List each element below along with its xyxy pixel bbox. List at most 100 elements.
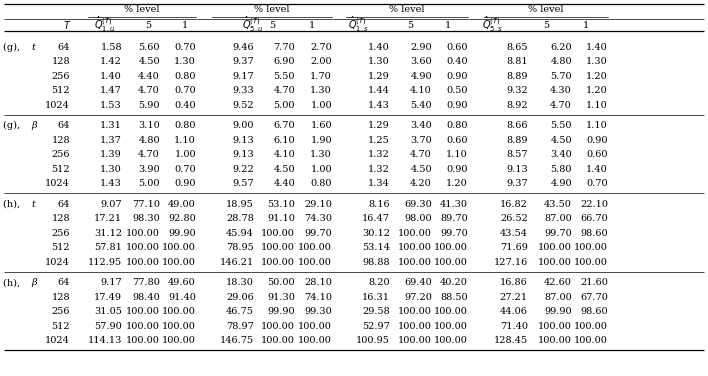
- Text: 128.45: 128.45: [494, 336, 528, 345]
- Text: 100.00: 100.00: [298, 243, 332, 252]
- Text: 9.57: 9.57: [232, 179, 254, 188]
- Text: 1.29: 1.29: [368, 72, 390, 81]
- Text: 16.47: 16.47: [362, 214, 390, 223]
- Text: 146.75: 146.75: [220, 336, 254, 345]
- Text: 49.60: 49.60: [169, 278, 196, 287]
- Text: 1024: 1024: [45, 336, 70, 345]
- Text: 1.90: 1.90: [310, 136, 332, 145]
- Text: 28.10: 28.10: [304, 278, 332, 287]
- Text: 9.13: 9.13: [232, 150, 254, 159]
- Text: 98.88: 98.88: [362, 258, 390, 267]
- Text: 100.00: 100.00: [126, 322, 160, 331]
- Text: 0.70: 0.70: [174, 165, 196, 174]
- Text: 100.00: 100.00: [574, 243, 608, 252]
- Text: 0.40: 0.40: [446, 57, 468, 66]
- Text: 8.66: 8.66: [506, 121, 528, 130]
- Text: 100.00: 100.00: [162, 243, 196, 252]
- Text: 22.10: 22.10: [580, 200, 608, 209]
- Text: 100.00: 100.00: [434, 243, 468, 252]
- Text: 98.60: 98.60: [581, 307, 608, 316]
- Text: 74.30: 74.30: [304, 214, 332, 223]
- Text: 0.80: 0.80: [174, 121, 196, 130]
- Text: 1.40: 1.40: [101, 72, 122, 81]
- Text: 1.30: 1.30: [101, 165, 122, 174]
- Text: 0.60: 0.60: [447, 43, 468, 52]
- Text: 128: 128: [52, 214, 70, 223]
- Text: 1.00: 1.00: [310, 101, 332, 110]
- Text: 1: 1: [583, 21, 589, 29]
- Text: 256: 256: [52, 229, 70, 238]
- Text: 100.00: 100.00: [261, 229, 295, 238]
- Text: 100.00: 100.00: [538, 243, 572, 252]
- Text: 1.20: 1.20: [586, 86, 608, 95]
- Text: 99.70: 99.70: [304, 229, 332, 238]
- Text: 69.40: 69.40: [404, 278, 432, 287]
- Text: 2.90: 2.90: [411, 43, 432, 52]
- Text: 128: 128: [52, 293, 70, 302]
- Text: 4.40: 4.40: [273, 179, 295, 188]
- Text: 99.90: 99.90: [268, 307, 295, 316]
- Text: 53.14: 53.14: [362, 243, 390, 252]
- Text: (g),: (g),: [3, 121, 23, 130]
- Text: 1.25: 1.25: [368, 136, 390, 145]
- Text: 4.50: 4.50: [138, 57, 160, 66]
- Text: 114.13: 114.13: [88, 336, 122, 345]
- Text: 29.06: 29.06: [227, 293, 254, 302]
- Text: 0.90: 0.90: [447, 101, 468, 110]
- Text: 44.06: 44.06: [500, 307, 528, 316]
- Text: 512: 512: [52, 86, 70, 95]
- Text: 5.60: 5.60: [139, 43, 160, 52]
- Text: 4.10: 4.10: [273, 150, 295, 159]
- Text: 6.70: 6.70: [273, 121, 295, 130]
- Text: 64: 64: [57, 278, 70, 287]
- Text: 3.60: 3.60: [411, 57, 432, 66]
- Text: 66.70: 66.70: [581, 214, 608, 223]
- Text: 6.20: 6.20: [550, 43, 572, 52]
- Text: 256: 256: [52, 150, 70, 159]
- Text: 67.70: 67.70: [580, 293, 608, 302]
- Text: 98.40: 98.40: [132, 293, 160, 302]
- Text: 512: 512: [52, 322, 70, 331]
- Text: 100.00: 100.00: [434, 322, 468, 331]
- Text: 100.00: 100.00: [126, 307, 160, 316]
- Text: 1.10: 1.10: [174, 136, 196, 145]
- Text: 100.00: 100.00: [538, 322, 572, 331]
- Text: 1.30: 1.30: [586, 57, 608, 66]
- Text: 0.50: 0.50: [447, 86, 468, 95]
- Text: 100.00: 100.00: [126, 243, 160, 252]
- Text: 0.60: 0.60: [447, 136, 468, 145]
- Text: 97.20: 97.20: [404, 293, 432, 302]
- Text: 9.07: 9.07: [101, 200, 122, 209]
- Text: 17.49: 17.49: [94, 293, 122, 302]
- Text: % level: % level: [389, 6, 425, 15]
- Text: 0.90: 0.90: [447, 72, 468, 81]
- Text: 100.00: 100.00: [398, 258, 432, 267]
- Text: 9.37: 9.37: [232, 57, 254, 66]
- Text: 27.21: 27.21: [500, 293, 528, 302]
- Text: 78.95: 78.95: [227, 243, 254, 252]
- Text: 16.31: 16.31: [362, 293, 390, 302]
- Text: 46.75: 46.75: [226, 307, 254, 316]
- Text: 9.46: 9.46: [232, 43, 254, 52]
- Text: 3.70: 3.70: [410, 136, 432, 145]
- Text: 0.60: 0.60: [586, 150, 608, 159]
- Text: 77.10: 77.10: [132, 200, 160, 209]
- Text: 4.70: 4.70: [138, 150, 160, 159]
- Text: 99.70: 99.70: [440, 229, 468, 238]
- Text: 100.00: 100.00: [398, 336, 432, 345]
- Text: 18.95: 18.95: [227, 200, 254, 209]
- Text: 0.40: 0.40: [174, 101, 196, 110]
- Text: 100.00: 100.00: [261, 336, 295, 345]
- Text: 71.69: 71.69: [500, 243, 528, 252]
- Text: 100.00: 100.00: [162, 307, 196, 316]
- Text: 100.00: 100.00: [398, 322, 432, 331]
- Text: 5.50: 5.50: [551, 121, 572, 130]
- Text: 9.52: 9.52: [232, 101, 254, 110]
- Text: 1.44: 1.44: [368, 86, 390, 95]
- Text: 3.10: 3.10: [138, 121, 160, 130]
- Text: 89.70: 89.70: [440, 214, 468, 223]
- Text: 0.80: 0.80: [311, 179, 332, 188]
- Text: 4.70: 4.70: [138, 86, 160, 95]
- Text: 4.50: 4.50: [411, 165, 432, 174]
- Text: 1: 1: [309, 21, 315, 29]
